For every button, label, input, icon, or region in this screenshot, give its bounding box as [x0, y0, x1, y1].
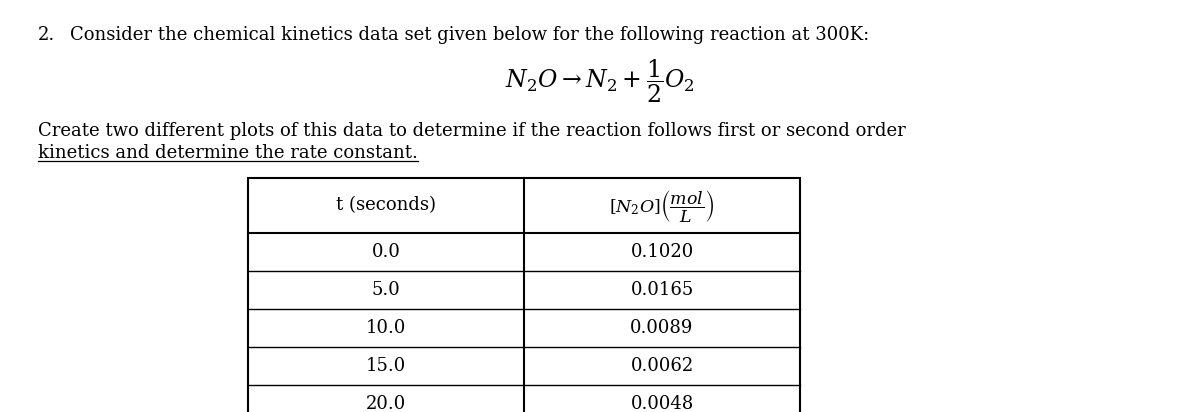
Text: $N_2O \rightarrow N_2 + \dfrac{1}{2}O_2$: $N_2O \rightarrow N_2 + \dfrac{1}{2}O_2$ — [505, 58, 695, 105]
Text: 20.0: 20.0 — [366, 395, 406, 412]
Text: t (seconds): t (seconds) — [336, 197, 436, 215]
Text: 2.: 2. — [38, 26, 55, 44]
Text: 0.0089: 0.0089 — [630, 319, 694, 337]
Text: 5.0: 5.0 — [372, 281, 401, 299]
Text: kinetics and determine the rate constant.: kinetics and determine the rate constant… — [38, 144, 418, 162]
Text: $[N_2O]\left(\dfrac{mol}{L}\right)$: $[N_2O]\left(\dfrac{mol}{L}\right)$ — [610, 187, 715, 223]
Text: Consider the chemical kinetics data set given below for the following reaction a: Consider the chemical kinetics data set … — [70, 26, 869, 44]
Text: Create two different plots of this data to determine if the reaction follows fir: Create two different plots of this data … — [38, 122, 906, 140]
Text: 0.0165: 0.0165 — [630, 281, 694, 299]
Text: 0.0062: 0.0062 — [630, 357, 694, 375]
Text: 0.0048: 0.0048 — [630, 395, 694, 412]
Text: 0.1020: 0.1020 — [630, 243, 694, 261]
Text: 10.0: 10.0 — [366, 319, 406, 337]
Text: 0.0: 0.0 — [372, 243, 401, 261]
Bar — [248, 178, 800, 412]
Text: 15.0: 15.0 — [366, 357, 406, 375]
